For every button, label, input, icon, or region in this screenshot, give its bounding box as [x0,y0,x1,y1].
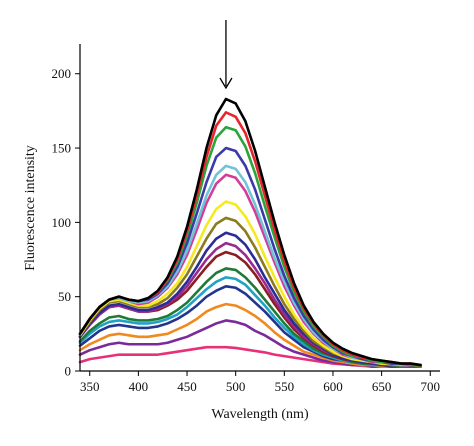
x-tick-label: 500 [226,379,246,394]
series-line-13 [78,276,422,368]
peak-arrow-annotation [219,20,233,90]
y-tick-label: 200 [52,66,72,81]
x-tick-label: 700 [421,379,441,394]
series-line-9 [78,231,422,368]
x-tick-label: 400 [129,379,149,394]
y-tick-label: 50 [58,289,71,304]
x-tick-label: 650 [372,379,392,394]
series-line-1 [78,97,422,367]
x-tick-label: 450 [177,379,197,394]
x-tick-label: 600 [323,379,343,394]
plot-area [78,97,422,368]
axes [79,44,440,372]
y-axis-title: Fluorescence intensity [23,145,38,271]
series-line-4 [78,146,422,367]
y-tick-label: 100 [52,215,72,230]
x-axis-title: Wavelength (nm) [211,407,309,422]
x-tick-label: 550 [275,379,295,394]
arrow-head [219,77,233,90]
x-tick-label: 350 [80,379,100,394]
y-tick-label: 150 [52,141,72,156]
series-line-12 [78,267,422,368]
tick-marks: 350 400 450 500 550 600 650 700 0 50 100 150 200 [52,66,441,394]
y-tick-label: 0 [65,364,72,379]
